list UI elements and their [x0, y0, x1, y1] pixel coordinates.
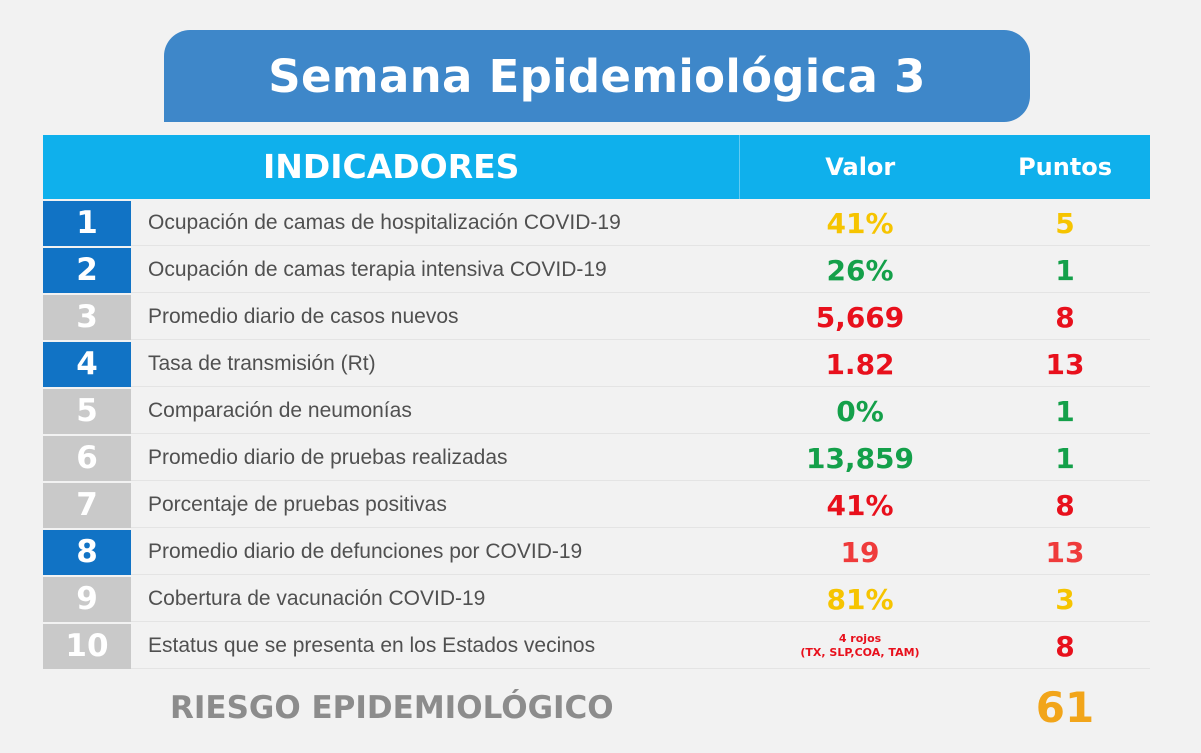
table-row: 10 Estatus que se presenta en los Estado… [43, 623, 1150, 669]
row-number: 3 [43, 294, 131, 340]
row-number: 6 [43, 435, 131, 481]
table-row: 8 Promedio diario de defunciones por COV… [43, 529, 1150, 575]
row-value: 41% [826, 488, 894, 522]
row-value: 5,669 [815, 300, 905, 334]
row-number: 2 [43, 247, 131, 293]
row-number: 8 [43, 529, 131, 575]
row-points: 3 [1055, 582, 1075, 616]
row-value: 26% [826, 253, 894, 287]
risk-label: RIESGO EPIDEMIOLÓGICO [170, 690, 614, 726]
row-points: 1 [1055, 394, 1075, 428]
row-label: Promedio diario de casos nuevos [148, 305, 459, 328]
row-value: 1.82 [825, 347, 895, 381]
row-label: Promedio diario de pruebas realizadas [148, 446, 508, 469]
row-points: 5 [1055, 206, 1075, 240]
row-value: 19 [840, 535, 880, 569]
table-row: 5 Comparación de neumonías 0% 1 [43, 388, 1150, 434]
row-value-line1: 4 rojos [838, 632, 882, 645]
row-value: 0% [836, 394, 884, 428]
row-number: 7 [43, 482, 131, 528]
risk-total: 61 [1035, 683, 1095, 732]
indicator-table: 1 Ocupación de camas de hospitalización … [43, 200, 1150, 671]
row-value: 41% [826, 206, 894, 240]
table-header: INDICADORES Valor Puntos [43, 135, 1150, 199]
row-points: 8 [1055, 629, 1075, 663]
row-points: 1 [1055, 441, 1075, 475]
page-title: Semana Epidemiológica 3 [268, 49, 926, 103]
row-points: 1 [1055, 253, 1075, 287]
row-label: Porcentaje de pruebas positivas [148, 493, 447, 516]
row-label: Tasa de transmisión (Rt) [148, 352, 376, 375]
row-number: 10 [43, 623, 131, 669]
row-points: 8 [1055, 300, 1075, 334]
row-number: 4 [43, 341, 131, 387]
row-points: 13 [1045, 347, 1085, 381]
title-banner: Semana Epidemiológica 3 [164, 30, 1030, 122]
row-number: 1 [43, 200, 131, 246]
table-row: 4 Tasa de transmisión (Rt) 1.82 13 [43, 341, 1150, 387]
header-valor: Valor [825, 153, 896, 181]
row-label: Cobertura de vacunación COVID-19 [148, 587, 486, 610]
table-row: 2 Ocupación de camas terapia intensiva C… [43, 247, 1150, 293]
row-number: 9 [43, 576, 131, 622]
row-value: 4 rojos (TX, SLP,COA, TAM) [740, 632, 980, 660]
row-label: Ocupación de camas de hospitalización CO… [148, 211, 621, 234]
row-points: 13 [1045, 535, 1085, 569]
row-label: Comparación de neumonías [148, 399, 412, 422]
row-number: 5 [43, 388, 131, 434]
row-label: Promedio diario de defunciones por COVID… [148, 540, 583, 563]
table-row: 3 Promedio diario de casos nuevos 5,669 … [43, 294, 1150, 340]
row-points: 8 [1055, 488, 1075, 522]
table-row: 1 Ocupación de camas de hospitalización … [43, 200, 1150, 246]
table-row: 7 Porcentaje de pruebas positivas 41% 8 [43, 482, 1150, 528]
header-indicadores: INDICADORES [43, 135, 741, 199]
table-row: 6 Promedio diario de pruebas realizadas … [43, 435, 1150, 481]
table-row: 9 Cobertura de vacunación COVID-19 81% 3 [43, 576, 1150, 622]
header-puntos: Puntos [1018, 153, 1113, 181]
row-label: Estatus que se presenta en los Estados v… [148, 634, 596, 657]
row-value: 13,859 [805, 441, 915, 475]
row-value: 81% [826, 582, 894, 616]
row-label: Ocupación de camas terapia intensiva COV… [148, 258, 607, 281]
row-value-line2: (TX, SLP,COA, TAM) [800, 646, 920, 659]
